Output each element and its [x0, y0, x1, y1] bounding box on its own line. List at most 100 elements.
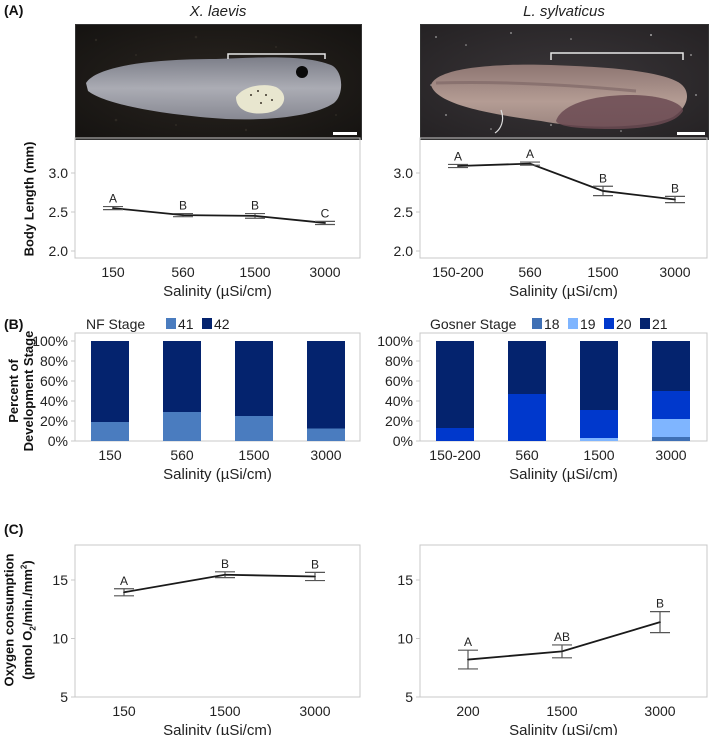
B-left-ytick-label: 0% [48, 433, 68, 449]
C-right-significance-letter: B [656, 597, 664, 611]
A-left-series-line [112, 207, 326, 224]
C-left-significance-letter: B [221, 557, 229, 571]
C-left-ytick-label: 15 [52, 572, 68, 588]
C-left-ytick-label: 10 [52, 631, 68, 647]
B-left-bar-segment-41 [235, 416, 273, 441]
B-left-bar-segment-42 [163, 341, 201, 412]
A-right-data-point [602, 190, 604, 192]
A-right-xtick-label: 560 [518, 264, 542, 280]
tadpole-l-sylvaticus-image [421, 25, 708, 139]
B-right-legend-label-19: 19 [580, 316, 596, 332]
A-left-xtick-label: 3000 [309, 264, 340, 280]
B-right-xtick-label: 3000 [655, 447, 686, 463]
B-right-plot-frame [419, 332, 708, 442]
tadpole-photo-x-laevis [75, 24, 362, 140]
A-right-xlabel: Salinity (µSi/cm) [509, 283, 618, 300]
B-right-bar-segment-19 [652, 419, 690, 437]
B-left-legend-swatch-42 [202, 318, 212, 329]
B-left-legend-swatch-41 [166, 318, 176, 329]
B-left-bar-segment-41 [91, 422, 129, 441]
C-right-xlabel: Salinity (µSi/cm) [509, 722, 618, 735]
tadpole-x-laevis-image [76, 25, 361, 139]
B-right-xtick-label: 560 [515, 447, 539, 463]
B-right-bar-segment-18 [652, 437, 690, 441]
A-right-ytick-label: 2.5 [394, 204, 414, 220]
C-right-ytick-label: 5 [405, 689, 413, 705]
A-right-series-line [457, 162, 676, 201]
C-left-data-point [314, 575, 316, 578]
B-left-ytick-label: 100% [32, 333, 68, 349]
B-left-ytick-label: 20% [40, 413, 68, 429]
scale-bracket-right [550, 52, 684, 60]
C-left-xlabel: Salinity (µSi/cm) [163, 722, 272, 735]
B-left-bar-segment-42 [91, 341, 129, 422]
A-right-data-point [457, 165, 459, 167]
B-left-xtick-label: 560 [170, 447, 194, 463]
A-left-significance-letter: A [109, 192, 117, 206]
A-left-xtick-label: 1500 [239, 264, 270, 280]
A-right-xtick-label: 150-200 [432, 264, 484, 280]
B-left-ytick-label: 60% [40, 373, 68, 389]
B-left-legend-title: NF Stage [86, 316, 145, 332]
A-right-plot-frame [419, 137, 708, 259]
A-left-xtick-label: 150 [101, 264, 125, 280]
B-right-ytick-label: 40% [385, 393, 413, 409]
A-left-data-point [254, 215, 256, 217]
species-title-right: L. sylvaticus [523, 3, 605, 20]
B-left-legend-label-41: 41 [178, 316, 194, 332]
B-left-bar-segment-41 [307, 428, 345, 441]
scale-bracket-left [227, 53, 326, 59]
B-right-legend-swatch-19 [568, 318, 578, 329]
A-right-data-point [674, 198, 676, 201]
B-right-bar-segment-20 [436, 428, 474, 441]
B-right-bar-segment-21 [436, 341, 474, 428]
C-right-ytick-label: 15 [397, 572, 413, 588]
A-right-significance-letter: B [599, 171, 607, 185]
B-right-legend-label-21: 21 [652, 316, 668, 332]
B-left-xlabel: Salinity (µSi/cm) [163, 466, 272, 483]
C-right-data-point [659, 621, 661, 623]
A-left-plot-frame [74, 137, 361, 259]
C-left-xtick-label: 150 [112, 703, 136, 719]
C-right-data-point [561, 650, 563, 653]
B-right-ytick-label: 60% [385, 373, 413, 389]
tadpole-photo-l-sylvaticus [420, 24, 709, 140]
B-right-bar-segment-21 [580, 341, 618, 410]
B-right-bar-segment-21 [508, 341, 546, 394]
panel-label-b: (B) [4, 316, 24, 332]
A-left-data-point [112, 207, 114, 209]
C-right-xtick-label: 200 [456, 703, 480, 719]
A-left-xlabel: Salinity (µSi/cm) [163, 283, 272, 300]
C-right-ytick-label: 10 [397, 631, 413, 647]
A-left-data-point [324, 222, 326, 224]
B-right-legend-swatch-18 [532, 318, 542, 329]
A-right-data-point [529, 162, 531, 165]
B-left-ytick-label: 40% [40, 393, 68, 409]
B-right-ytick-label: 80% [385, 353, 413, 369]
A-left-ytick-label: 3.0 [49, 165, 69, 181]
B-right-bar-segment-20 [508, 394, 546, 441]
species-title-left: X. laevis [189, 3, 247, 20]
A-right-ytick-label: 2.0 [394, 243, 414, 259]
B-right-ytick-label: 20% [385, 413, 413, 429]
B-right-bar-segment-20 [580, 410, 618, 438]
B-left-xtick-label: 1500 [238, 447, 269, 463]
B-right-xlabel: Salinity (µSi/cm) [509, 466, 618, 483]
A-right-significance-letter: A [454, 149, 462, 163]
B-right-legend-label-18: 18 [544, 316, 560, 332]
B-right-xtick-label: 150-200 [429, 447, 481, 463]
C-right-plot-frame [419, 544, 708, 698]
A-left-ytick-label: 2.0 [49, 243, 69, 259]
A-left-significance-letter: B [251, 199, 259, 213]
A-left-significance-letter: C [321, 206, 330, 220]
B-right-ytick-label: 100% [377, 333, 413, 349]
B-right-legend-label-20: 20 [616, 316, 632, 332]
C-right-significance-letter: AB [554, 630, 570, 644]
C-right-xtick-label: 3000 [644, 703, 675, 719]
C-right-significance-letter: A [464, 635, 472, 649]
B-right-legend-swatch-20 [604, 318, 614, 329]
A-right-significance-letter: A [526, 147, 534, 161]
C-left-data-point [224, 573, 226, 576]
C-left-xtick-label: 1500 [209, 703, 240, 719]
